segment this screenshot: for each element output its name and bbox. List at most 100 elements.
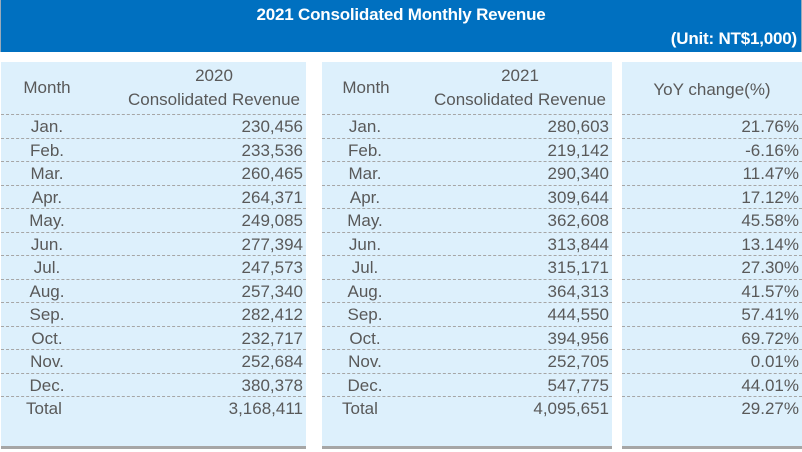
- month-cell: Nov.: [30, 352, 64, 371]
- yoy-cell: -6.16%: [745, 140, 799, 160]
- table-row: Oct. 394,956: [322, 327, 612, 350]
- revenue-cell: 249,085: [241, 211, 303, 230]
- month-cell: Sep.: [29, 305, 65, 324]
- revenue-2020-table: Month 2020 Consolidated Revenue Jan. 230,…: [1, 62, 306, 449]
- revenue-cell: 315,171: [547, 258, 609, 277]
- table-row: Jul. 315,171: [322, 256, 612, 280]
- revenue-cell: 233,536: [241, 140, 303, 160]
- revenue-cell: 3,168,411: [228, 399, 303, 418]
- month-cell: Jan.: [30, 117, 64, 136]
- revenue-cell: 547,775: [547, 375, 609, 395]
- table-row: Dec. 380,378: [1, 374, 306, 397]
- revenue-cell: 309,644: [547, 187, 609, 207]
- title-banner: 2021 Consolidated Monthly Revenue (Unit:…: [0, 0, 802, 52]
- table-header: YoY change(%): [622, 62, 802, 115]
- month-cell: Feb.: [29, 140, 65, 160]
- table-row: 69.72%: [622, 327, 802, 350]
- month-cell: May.: [29, 211, 65, 230]
- yoy-cell: 0.01%: [750, 352, 799, 371]
- table-row: Aug. 257,340: [1, 280, 306, 303]
- revenue-column-header: 2021 Consolidated Revenue: [434, 64, 606, 112]
- month-cell: Sep.: [347, 305, 383, 324]
- revenue-cell: 252,705: [547, 352, 609, 371]
- revenue-cell: 282,412: [241, 305, 303, 324]
- month-cell: Jul.: [351, 258, 379, 277]
- month-cell: Dec.: [29, 375, 65, 395]
- table-row: Apr. 264,371: [1, 186, 306, 209]
- yoy-column-header: YoY change(%): [653, 80, 771, 99]
- table-row: Oct. 232,717: [1, 327, 306, 350]
- revenue-cell: 364,313: [547, 281, 609, 301]
- table-row: Feb. 233,536: [1, 139, 306, 162]
- month-cell: Oct.: [349, 328, 381, 348]
- header-label: Consolidated Revenue: [433, 90, 606, 109]
- revenue-cell: 252,684: [241, 352, 303, 371]
- table-row: 57.41%: [622, 303, 802, 327]
- yoy-cell: 27.30%: [741, 258, 799, 277]
- revenue-2021-table: Month 2021 Consolidated Revenue Jan. 280,…: [322, 62, 612, 449]
- revenue-cell: 280,603: [547, 117, 609, 136]
- revenue-cell: 444,550: [547, 305, 609, 324]
- revenue-cell: 394,956: [547, 328, 609, 348]
- month-cell: Aug.: [347, 281, 383, 301]
- yoy-cell: 41.57%: [741, 281, 799, 301]
- table-row: Apr. 309,644: [322, 186, 612, 209]
- revenue-cell: 362,608: [547, 211, 609, 230]
- month-cell: Jul.: [33, 258, 61, 277]
- table-row: 0.01%: [622, 350, 802, 374]
- table-row: 44.01%: [622, 374, 802, 397]
- month-cell: Aug.: [29, 281, 65, 301]
- table-row: Jan. 280,603: [322, 115, 612, 139]
- yoy-cell: 21.76%: [741, 117, 799, 136]
- revenue-cell: 260,465: [241, 164, 303, 183]
- yoy-cell: 13.14%: [741, 234, 799, 254]
- table-row: May. 362,608: [322, 209, 612, 233]
- yoy-cell: 57.41%: [741, 305, 799, 324]
- table-row: Sep. 282,412: [1, 303, 306, 327]
- month-cell: Jun.: [30, 234, 64, 254]
- month-cell: May.: [347, 211, 383, 230]
- month-cell: Apr.: [31, 187, 63, 207]
- revenue-cell: 380,378: [241, 375, 303, 395]
- table-row: 13.14%: [622, 233, 802, 256]
- total-row: Total 4,095,651: [322, 397, 612, 421]
- month-cell: Jan.: [348, 117, 382, 136]
- yoy-change-table: YoY change(%) 21.76% -6.16% 11.47% 17.12% 45…: [622, 62, 802, 449]
- total-row: 29.27%: [622, 397, 802, 421]
- revenue-cell: 290,340: [547, 164, 609, 183]
- revenue-cell: 230,456: [241, 117, 303, 136]
- unit-label: (Unit: NT$1,000): [670, 29, 797, 48]
- month-cell: Total: [26, 399, 62, 418]
- month-cell: Jun.: [348, 234, 382, 254]
- revenue-cell: 277,394: [241, 234, 303, 254]
- table-row: 45.58%: [622, 209, 802, 233]
- table-row: Feb. 219,142: [322, 139, 612, 162]
- table-row: Aug. 364,313: [322, 280, 612, 303]
- yoy-cell: 69.72%: [741, 328, 799, 348]
- month-cell: Apr.: [349, 187, 381, 207]
- yoy-cell: 17.12%: [741, 187, 799, 207]
- total-row: Total 3,168,411: [1, 397, 306, 421]
- table-row: 27.30%: [622, 256, 802, 280]
- yoy-cell: 44.01%: [741, 375, 799, 395]
- table-row: Jan. 230,456: [1, 115, 306, 139]
- table-body: Jan. 230,456 Feb. 233,536 Mar. 260,465 Apr. 264…: [1, 115, 306, 421]
- header-label: Consolidated Revenue: [127, 90, 300, 109]
- month-cell: Total: [342, 399, 378, 418]
- table-row: -6.16%: [622, 139, 802, 162]
- table-row: Nov. 252,705: [322, 350, 612, 374]
- table-header: Month 2021 Consolidated Revenue: [322, 62, 612, 115]
- yoy-cell: 45.58%: [741, 211, 799, 230]
- revenue-cell: 232,717: [241, 328, 303, 348]
- table-row: Mar. 290,340: [322, 162, 612, 186]
- table-row: 21.76%: [622, 115, 802, 139]
- table-row: 11.47%: [622, 162, 802, 186]
- table-row: Jul. 247,573: [1, 256, 306, 280]
- table-row: Jun. 277,394: [1, 233, 306, 256]
- header-year: 2021: [501, 66, 539, 85]
- table-row: Sep. 444,550: [322, 303, 612, 327]
- revenue-cell: 247,573: [241, 258, 303, 277]
- yoy-cell: 11.47%: [742, 164, 799, 183]
- yoy-cell: 29.27%: [741, 399, 799, 418]
- revenue-cell: 4,095,651: [533, 399, 609, 418]
